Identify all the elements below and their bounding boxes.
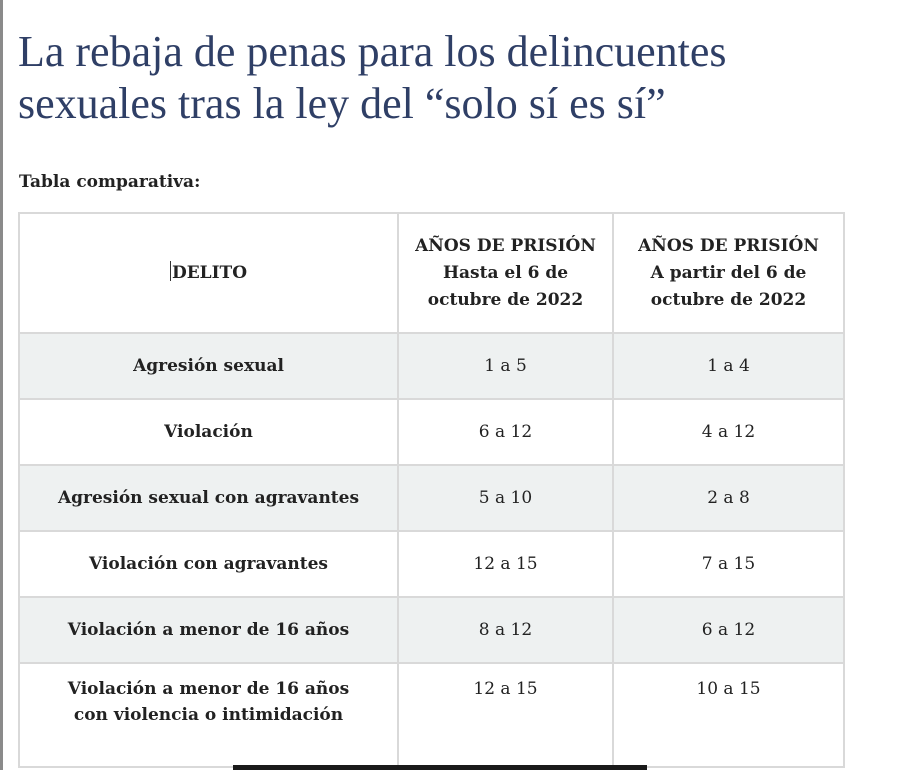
cell-before: 8 a 12 bbox=[397, 596, 614, 664]
headline-line-2: sexuales tras la ley del “solo sí es sí” bbox=[18, 79, 666, 128]
header-before-line-2: Hasta el 6 de bbox=[442, 262, 569, 283]
text-cursor bbox=[169, 260, 171, 281]
table-caption: Tabla comparativa: bbox=[19, 172, 201, 192]
comparison-table: DELITO AÑOS DE PRISIÓN Hasta el 6 de oct… bbox=[18, 212, 845, 768]
headline: La rebaja de penas para los delincuentes… bbox=[18, 26, 878, 130]
cell-delito: Violación con agravantes bbox=[18, 530, 399, 598]
header-after: AÑOS DE PRISIÓN A partir del 6 de octubr… bbox=[612, 212, 845, 334]
headline-line-1: La rebaja de penas para los delincuentes bbox=[18, 27, 727, 76]
cell-before: 12 a 15 bbox=[397, 530, 614, 598]
header-after-line-2: A partir del 6 de bbox=[650, 262, 807, 283]
header-after-line-3: octubre de 2022 bbox=[650, 289, 807, 310]
header-before: AÑOS DE PRISIÓN Hasta el 6 de octubre de… bbox=[397, 212, 614, 334]
cell-delito-line-1: Violación a menor de 16 años bbox=[67, 679, 350, 699]
cell-delito: Agresión sexual con agravantes bbox=[18, 464, 399, 532]
table-row: Agresión sexual con agravantes 5 a 10 2 … bbox=[18, 464, 845, 532]
cell-delito: Violación bbox=[18, 398, 399, 466]
table-row: Violación a menor de 16 años 8 a 12 6 a … bbox=[18, 596, 845, 664]
cell-delito: Violación a menor de 16 años con violenc… bbox=[18, 662, 399, 768]
cell-after: 7 a 15 bbox=[612, 530, 845, 598]
cell-after: 2 a 8 bbox=[612, 464, 845, 532]
cell-after: 6 a 12 bbox=[612, 596, 845, 664]
bottom-scroll-bar bbox=[233, 765, 647, 770]
cell-delito: Violación a menor de 16 años bbox=[18, 596, 399, 664]
table-row: Agresión sexual 1 a 5 1 a 4 bbox=[18, 332, 845, 400]
table-row: Violación con agravantes 12 a 15 7 a 15 bbox=[18, 530, 845, 598]
cell-after: 4 a 12 bbox=[612, 398, 845, 466]
left-edge-rule bbox=[0, 0, 3, 770]
cell-before: 1 a 5 bbox=[397, 332, 614, 400]
cell-delito: Agresión sexual bbox=[18, 332, 399, 400]
cell-before: 5 a 10 bbox=[397, 464, 614, 532]
cell-delito-line-2: con violencia o intimidación bbox=[73, 705, 344, 725]
table-header-row: DELITO AÑOS DE PRISIÓN Hasta el 6 de oct… bbox=[18, 212, 845, 334]
header-delito: DELITO bbox=[18, 212, 399, 334]
header-delito-label: DELITO bbox=[171, 262, 248, 283]
header-after-line-1: AÑOS DE PRISIÓN bbox=[638, 235, 819, 256]
table-row: Violación 6 a 12 4 a 12 bbox=[18, 398, 845, 466]
header-before-line-1: AÑOS DE PRISIÓN bbox=[415, 235, 596, 256]
cell-before: 12 a 15 bbox=[397, 662, 614, 768]
cell-after: 10 a 15 bbox=[612, 662, 845, 768]
table-row: Violación a menor de 16 años con violenc… bbox=[18, 662, 845, 768]
cell-after: 1 a 4 bbox=[612, 332, 845, 400]
header-before-line-3: octubre de 2022 bbox=[427, 289, 584, 310]
cell-before: 6 a 12 bbox=[397, 398, 614, 466]
